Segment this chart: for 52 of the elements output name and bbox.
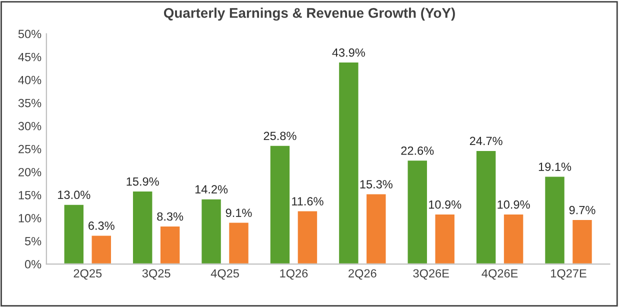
bar [406,159,428,264]
y-tick-label: 5% [24,237,42,246]
y-tick-label: 45% [18,52,42,62]
data-label: 10.9% [429,200,462,209]
bar [544,175,566,264]
data-label: 8.3% [157,212,184,221]
data-label: 15.9% [126,177,159,186]
x-tick-label: 4Q25 [210,269,239,280]
x-tick-label: 1Q26 [280,269,308,280]
y-tick-label: 50% [18,30,42,38]
x-tick-label: 4Q26E [482,269,518,280]
x-tick-label: 2Q26 [348,269,376,280]
bar [268,144,291,264]
y-tick-label: 25% [18,144,42,154]
bar [502,213,525,264]
chart-title: Quarterly Earnings & Revenue Growth (YoY) [164,8,455,21]
bar [296,210,318,264]
data-label: 14.2% [195,185,228,194]
y-tick-label: 30% [18,122,42,130]
data-label: 25.8% [264,132,296,140]
data-label: 6.3% [88,222,114,230]
bar [200,198,222,264]
data-label: 11.6% [292,197,324,206]
x-tick-label: 3Q25 [142,269,170,280]
y-tick-label: 35% [18,98,42,108]
data-label: 43.9% [332,48,365,57]
bar [159,225,182,264]
data-label: 9.1% [226,208,252,218]
bar [338,61,360,264]
bar [228,221,250,264]
data-label: 9.7% [569,206,596,214]
bar [571,218,594,264]
x-tick-label: 2Q25 [74,269,102,280]
bar [475,150,498,264]
x-tick-label: 3Q26E [413,269,449,280]
data-label: 13.0% [58,190,90,200]
x-tick-label: 1Q27E [551,269,586,280]
bar [132,190,154,264]
bar [365,192,388,264]
bar [434,213,456,264]
bar [90,234,112,264]
data-label: 19.1% [538,162,572,171]
y-tick-label: 40% [18,76,42,84]
y-tick-label: 15% [18,191,42,200]
bar [62,203,85,264]
y-tick-label: 10% [18,214,42,222]
data-label: 10.9% [498,200,530,209]
data-label: 24.7% [470,136,502,146]
data-label: 22.6% [401,146,434,155]
y-tick-label: 0% [24,260,42,268]
data-label: 15.3% [360,180,392,188]
y-tick-label: 20% [18,168,42,176]
